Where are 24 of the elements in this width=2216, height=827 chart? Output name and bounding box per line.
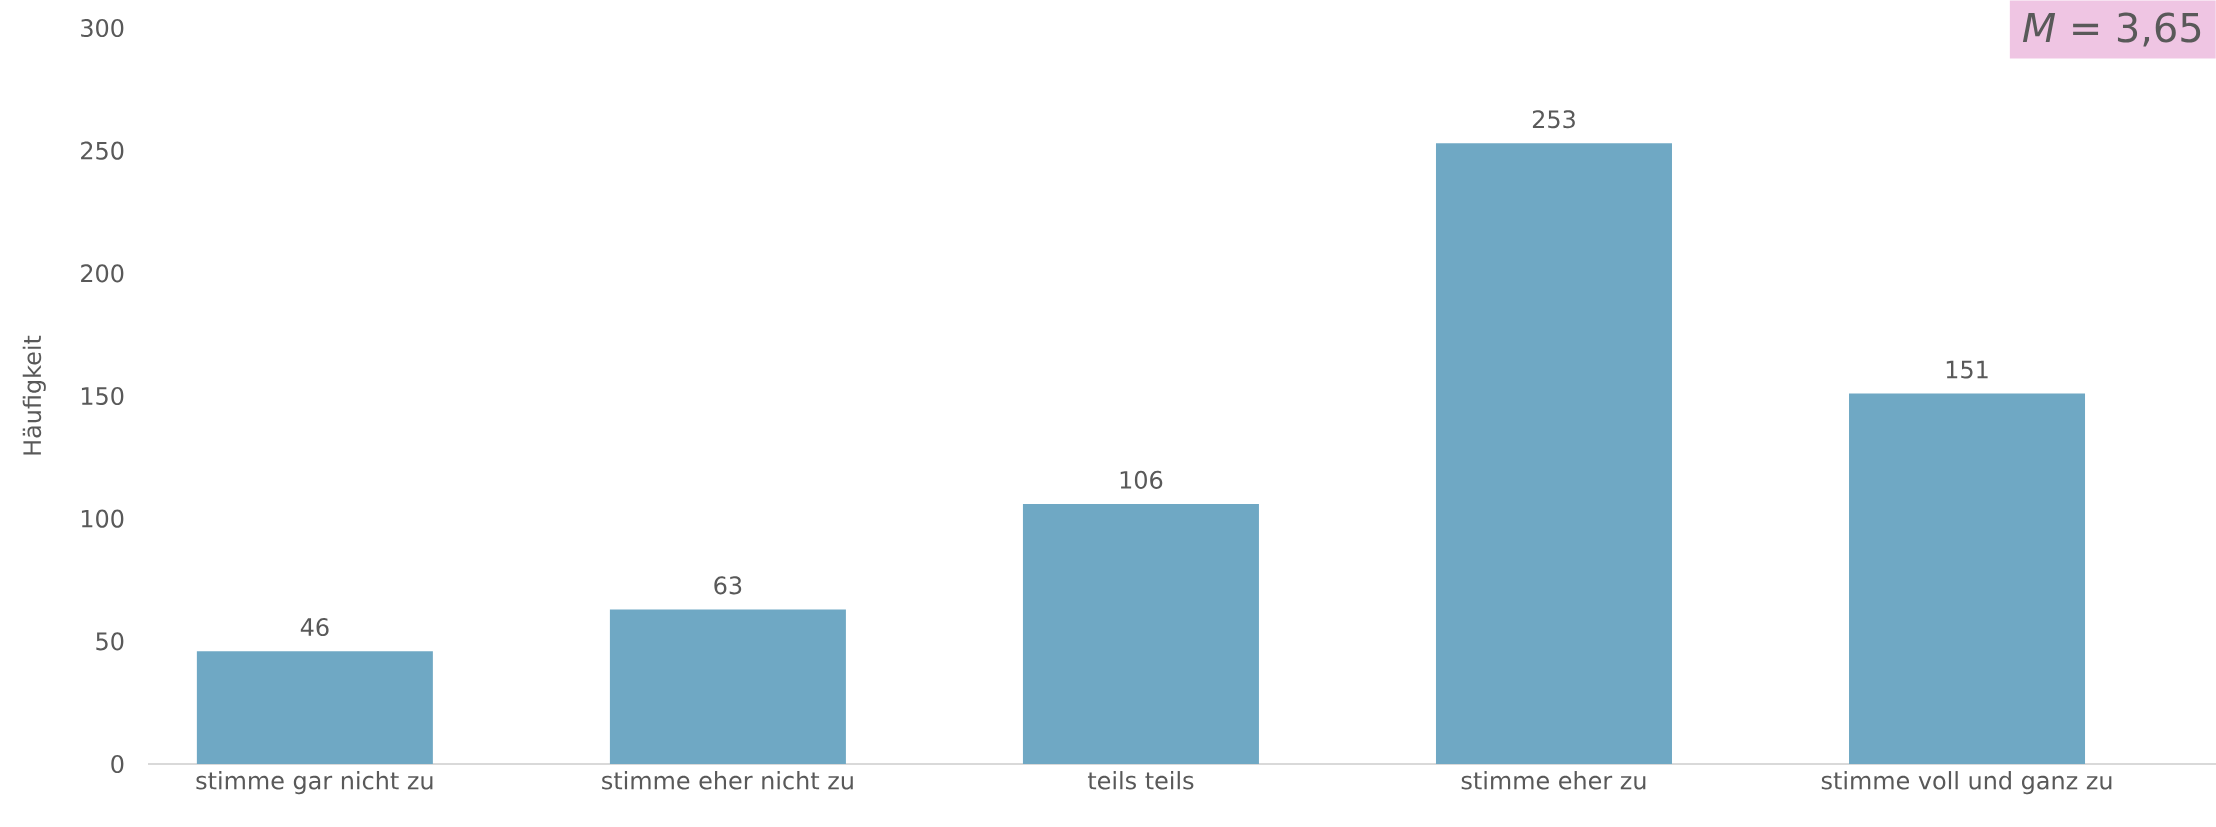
y-tick-label: 250	[81, 141, 124, 160]
x-tick-label: stimme gar nicht zu	[196, 771, 433, 795]
data-label: 106	[1120, 470, 1163, 489]
bar	[196, 651, 433, 764]
y-axis-title: Häufigkeit	[22, 335, 46, 455]
x-tick-label: stimme voll und ganz zu	[1821, 771, 2112, 795]
data-label: 253	[1532, 110, 1575, 129]
data-label: 63	[714, 576, 742, 595]
y-tick-label: 300	[81, 18, 124, 38]
bar	[1022, 503, 1259, 764]
data-label: 151	[1946, 360, 1988, 379]
data-label: 46	[300, 618, 329, 637]
annotation: M = 3,65	[2022, 12, 2201, 47]
y-tick-label: 0	[111, 754, 124, 774]
bar	[1435, 143, 1672, 764]
bar	[1849, 393, 2086, 764]
x-tick-label: stimme eher zu	[1461, 771, 1646, 790]
y-tick-label: 200	[81, 264, 124, 283]
y-tick-label: 50	[96, 632, 124, 651]
y-tick-label: 150	[81, 386, 124, 406]
x-tick-label: teils teils	[1087, 771, 1194, 790]
x-tick-label: stimme eher nicht zu	[602, 771, 853, 790]
y-tick-label: 100	[81, 509, 124, 528]
bar	[609, 609, 846, 764]
